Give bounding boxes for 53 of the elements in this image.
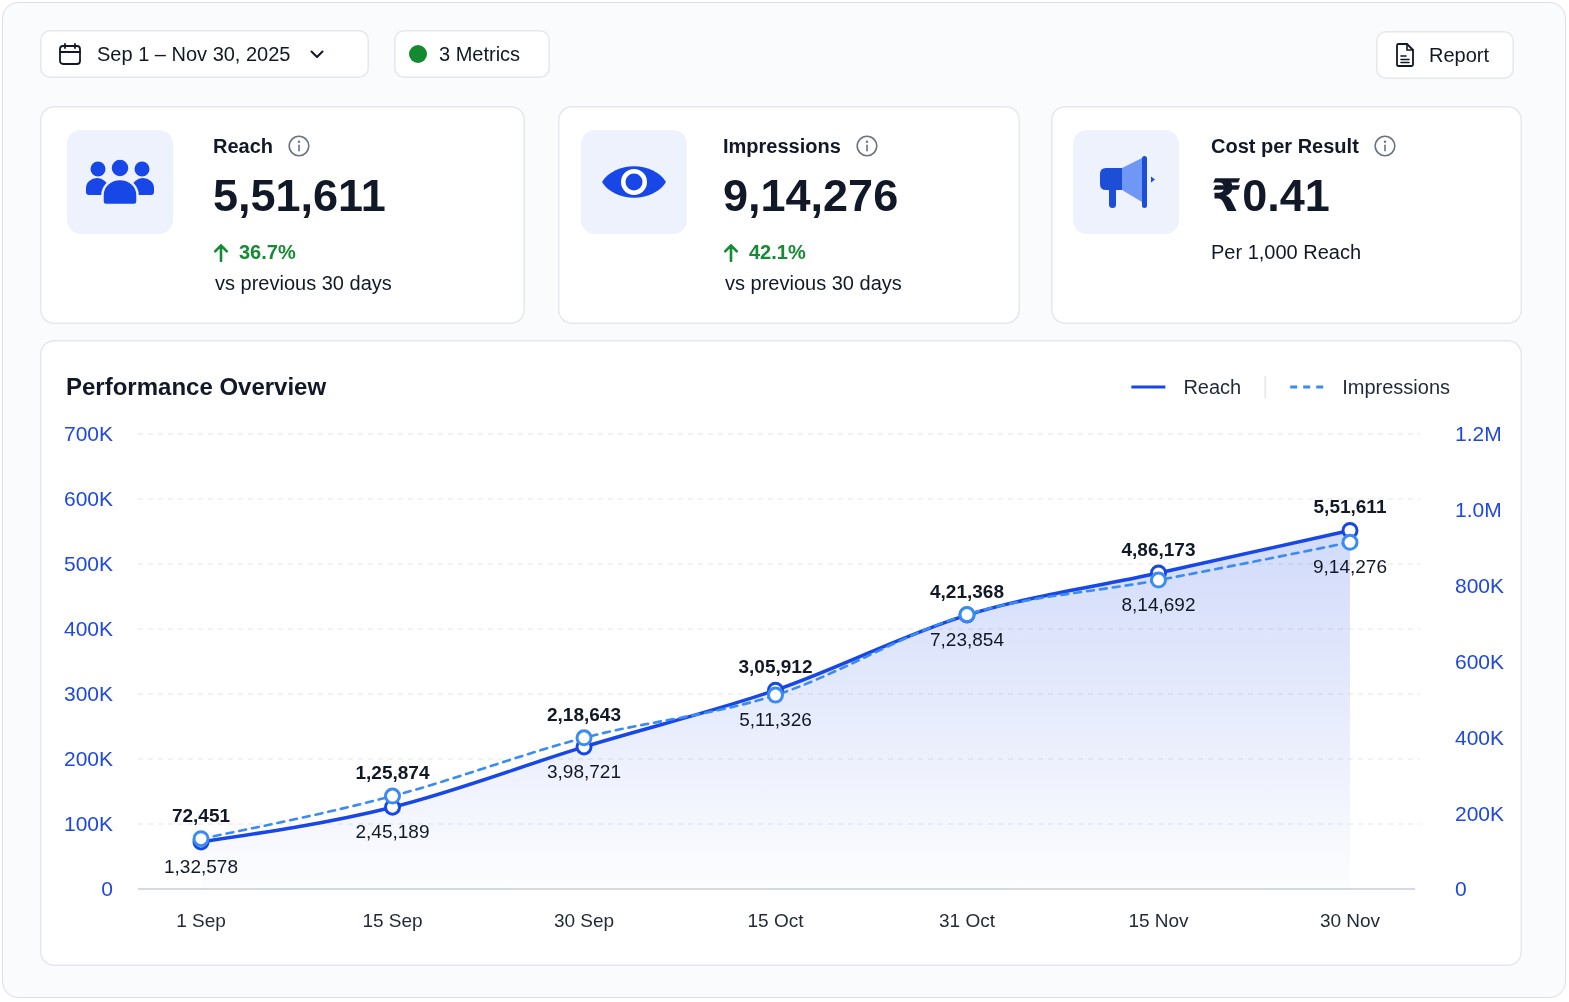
text: Sep 1 – Nov 30, 2025: [97, 42, 291, 66]
legend-label: Reach: [1183, 376, 1242, 398]
data-label: 5,51,611: [1313, 496, 1387, 518]
y-tick-label: 100K: [63, 812, 113, 836]
y-tick-label: 400K: [63, 617, 113, 641]
text: ₹0.41: [1211, 170, 1330, 222]
data-label: 1,25,874: [355, 762, 430, 784]
text: Impressions: [723, 134, 841, 158]
data-label: 5,11,326: [739, 709, 812, 731]
text: 42.1%: [749, 241, 806, 264]
text: vs previous 30 days: [215, 272, 392, 295]
text: 5,51,611: [213, 170, 386, 222]
text: 36.7%: [239, 241, 296, 264]
y-tick-label: 600K: [63, 487, 113, 511]
y2-tick-label: 200K: [1455, 801, 1505, 825]
data-label: 4,86,173: [1121, 538, 1196, 560]
x-tick-label: 15 Sep: [362, 910, 423, 931]
text: Per 1,000 Reach: [1211, 240, 1362, 265]
y2-tick-label: 0: [1455, 877, 1467, 901]
text: Reach: [213, 134, 274, 158]
data-label: 3,05,912: [738, 656, 813, 678]
data-label: 72,451: [171, 804, 231, 826]
y-tick-label: 0: [101, 877, 113, 901]
text: vs previous 30 days: [725, 272, 902, 295]
x-tick-label: 15 Oct: [747, 910, 805, 931]
data-label: 9,14,276: [1313, 556, 1387, 578]
y-tick-label: 700K: [63, 422, 113, 446]
y-tick-label: 300K: [63, 682, 113, 706]
data-label: 1,32,578: [164, 855, 238, 877]
legend-label: Impressions: [1342, 376, 1450, 398]
x-tick-label: 1 Sep: [176, 910, 226, 931]
x-tick-label: 15 Nov: [1128, 910, 1190, 931]
data-label: 2,45,189: [355, 821, 430, 843]
y2-tick-label: 1.0M: [1455, 498, 1502, 522]
text: Cost per Result: [1211, 134, 1359, 158]
y-tick-label: 200K: [63, 747, 113, 771]
x-tick-label: 30 Sep: [553, 910, 615, 931]
text: 9,14,276: [723, 170, 899, 222]
data-label: 2,18,643: [547, 703, 621, 725]
text: Report: [1429, 43, 1490, 67]
data-label: 7,23,854: [930, 629, 1005, 651]
x-tick-label: 31 Oct: [939, 910, 996, 931]
y2-tick-label: 600K: [1455, 649, 1505, 673]
x-tick-label: 30 Nov: [1319, 910, 1381, 931]
data-label: 4,21,368: [930, 580, 1004, 602]
data-label: 8,14,692: [1121, 594, 1196, 616]
y2-tick-label: 400K: [1455, 725, 1505, 749]
data-label: 3,98,721: [547, 760, 621, 782]
chart-title: Performance Overview: [66, 373, 327, 400]
text: 3 Metrics: [439, 42, 521, 66]
y2-tick-label: 800K: [1455, 574, 1505, 598]
y-tick-label: 500K: [63, 552, 113, 576]
y2-tick-label: 1.2M: [1455, 422, 1502, 446]
